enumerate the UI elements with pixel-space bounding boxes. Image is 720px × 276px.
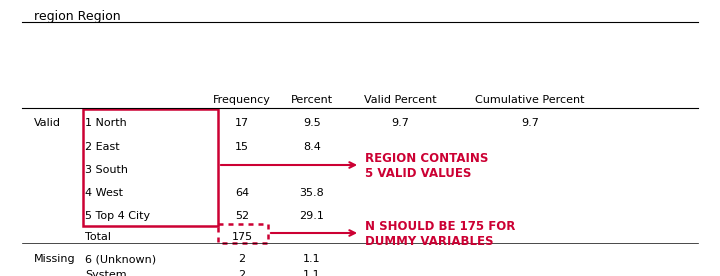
Text: 52: 52: [235, 211, 249, 221]
Text: 29.1: 29.1: [300, 211, 325, 221]
Text: 5 Top 4 City: 5 Top 4 City: [85, 211, 150, 221]
Text: 6 (Unknown): 6 (Unknown): [85, 254, 156, 264]
Text: 15: 15: [235, 142, 249, 152]
Text: 1.1: 1.1: [303, 270, 321, 276]
Text: 175: 175: [231, 232, 253, 242]
Text: System: System: [85, 270, 127, 276]
Text: 17: 17: [235, 118, 249, 128]
Text: N SHOULD BE 175 FOR
DUMMY VARIABLES: N SHOULD BE 175 FOR DUMMY VARIABLES: [365, 220, 516, 248]
Text: Valid Percent: Valid Percent: [364, 95, 436, 105]
Text: 1.1: 1.1: [303, 254, 321, 264]
Text: 35.8: 35.8: [300, 188, 325, 198]
Text: REGION CONTAINS
5 VALID VALUES: REGION CONTAINS 5 VALID VALUES: [365, 152, 488, 180]
Text: region Region: region Region: [34, 10, 121, 23]
Text: Percent: Percent: [291, 95, 333, 105]
Text: Frequency: Frequency: [213, 95, 271, 105]
Text: 3 South: 3 South: [85, 165, 128, 175]
Text: Cumulative Percent: Cumulative Percent: [475, 95, 585, 105]
Text: Valid: Valid: [34, 118, 61, 128]
Text: 9.7: 9.7: [521, 118, 539, 128]
Text: Missing: Missing: [34, 254, 76, 264]
Text: 9.7: 9.7: [391, 118, 409, 128]
Text: 2: 2: [238, 254, 246, 264]
Text: 9.5: 9.5: [303, 118, 321, 128]
Text: 64: 64: [235, 188, 249, 198]
Bar: [218, 224, 268, 243]
Text: 1 North: 1 North: [85, 118, 127, 128]
Text: 8.4: 8.4: [303, 142, 321, 152]
Text: 2 East: 2 East: [85, 142, 120, 152]
Text: 2: 2: [238, 270, 246, 276]
Text: Total: Total: [85, 232, 111, 242]
Text: 4 West: 4 West: [85, 188, 123, 198]
Bar: [83, 109, 218, 226]
